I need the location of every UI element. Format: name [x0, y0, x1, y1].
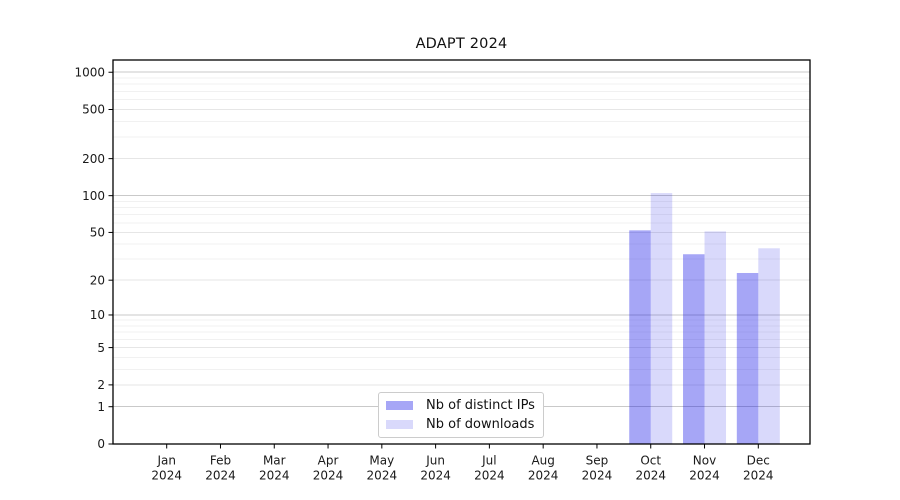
x-tick-label-may: May 2024: [367, 454, 398, 483]
y-tick-label-200: 200: [82, 152, 105, 166]
y-tick-label-5: 5: [97, 341, 105, 355]
plot-border: [112, 59, 811, 445]
y-tick-label-10: 10: [90, 308, 105, 322]
legend-swatch-distinct-ips: [386, 400, 413, 410]
x-tick-label-feb: Feb 2024: [205, 454, 236, 483]
y-tick-label-2: 2: [97, 378, 105, 392]
x-tick-label-nov: Nov 2024: [689, 454, 720, 483]
x-tick-label-apr: Apr 2024: [313, 454, 344, 483]
x-tick-label-dec: Dec 2024: [743, 454, 774, 483]
x-tick-label-jan: Jan 2024: [151, 454, 182, 483]
x-tick-label-aug: Aug 2024: [528, 454, 559, 483]
x-tick-label-sep: Sep 2024: [582, 454, 613, 483]
legend-swatch-downloads: [386, 420, 413, 430]
x-tick-label-jul: Jul 2024: [474, 454, 505, 483]
bar-nov-downloads: [704, 231, 727, 444]
x-tick-label-oct: Oct 2024: [635, 454, 666, 483]
x-tick-label-jun: Jun 2024: [420, 454, 451, 483]
legend-label-downloads: Nb of downloads: [426, 417, 535, 433]
y-tick-label-500: 500: [82, 103, 105, 117]
x-tick-label-mar: Mar 2024: [259, 454, 290, 483]
y-tick-label-0: 0: [97, 437, 105, 451]
bar-oct-downloads: [650, 193, 673, 444]
y-tick-label-1000: 1000: [74, 65, 105, 79]
legend: Nb of distinct IPs Nb of downloads: [378, 392, 544, 438]
bar-oct-distinct-ips: [629, 230, 651, 444]
legend-item-downloads: Nb of downloads: [386, 417, 543, 432]
y-tick-label-1: 1: [97, 400, 105, 414]
legend-item-distinct-ips: Nb of distinct IPs: [386, 398, 543, 413]
y-tick-label-100: 100: [82, 189, 105, 203]
bar-nov-distinct-ips: [683, 254, 705, 444]
bar-dec-distinct-ips: [736, 272, 759, 444]
y-tick-label-50: 50: [90, 226, 105, 240]
y-tick-label-20: 20: [90, 273, 105, 287]
bar-dec-downloads: [758, 248, 780, 444]
legend-label-distinct-ips: Nb of distinct IPs: [426, 397, 535, 413]
chart-title: ADAPT 2024: [415, 36, 508, 52]
